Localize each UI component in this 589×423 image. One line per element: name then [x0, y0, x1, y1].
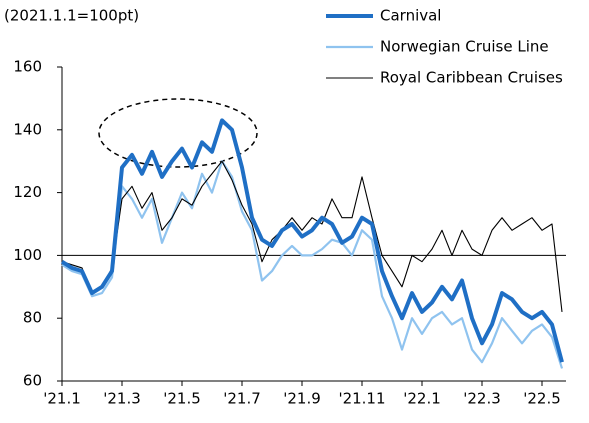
y-tick-label: 60 [23, 372, 42, 390]
series-line [60, 118, 564, 363]
x-tick-label: '21.9 [283, 390, 321, 408]
y-tick-label: 140 [13, 120, 42, 138]
series-line [61, 160, 563, 312]
series-line [61, 160, 564, 369]
y-tick-label: 80 [23, 309, 42, 327]
x-tick-label: '21.1 [43, 390, 81, 408]
x-tick-label: '21.5 [163, 390, 201, 408]
highlight-ellipse [98, 98, 258, 168]
x-tick-label: '22.1 [403, 390, 441, 408]
y-tick-label: 120 [13, 183, 42, 201]
legend-label: Norwegian Cruise Line [380, 38, 549, 56]
annotation: (2021.1.1=100pt) [4, 7, 139, 25]
y-tick-label: 160 [13, 58, 42, 76]
x-tick-label: '21.11 [338, 390, 385, 408]
x-tick-label: '22.3 [463, 390, 501, 408]
legend-label: Royal Caribbean Cruises [380, 69, 563, 87]
x-tick-label: '21.3 [103, 390, 141, 408]
legend-label: Carnival [380, 7, 441, 25]
x-tick-label: '21.7 [223, 390, 261, 408]
y-tick-label: 100 [13, 246, 42, 264]
x-tick-label: '22.5 [523, 390, 561, 408]
